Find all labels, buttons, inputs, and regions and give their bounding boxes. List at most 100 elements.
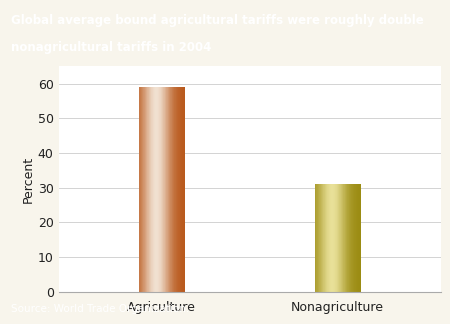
Bar	[326, 184, 327, 292]
Bar	[333, 184, 334, 292]
Bar	[316, 184, 317, 292]
Bar	[324, 184, 325, 292]
Bar	[163, 87, 164, 292]
Bar	[351, 184, 352, 292]
Bar	[327, 184, 328, 292]
Bar	[179, 87, 180, 292]
Text: nonagricultural tariffs in 2004: nonagricultural tariffs in 2004	[11, 41, 211, 54]
Bar	[353, 184, 354, 292]
Bar	[331, 184, 332, 292]
Bar	[335, 184, 337, 292]
Bar	[326, 184, 327, 292]
Bar	[178, 87, 179, 292]
Bar	[160, 87, 161, 292]
Bar	[151, 87, 152, 292]
Bar	[340, 184, 341, 292]
Bar	[356, 184, 357, 292]
Bar	[321, 184, 322, 292]
Bar	[357, 184, 358, 292]
Bar	[181, 87, 182, 292]
Bar	[347, 184, 348, 292]
Bar	[322, 184, 323, 292]
Bar	[168, 87, 169, 292]
Bar	[352, 184, 353, 292]
Bar	[156, 87, 157, 292]
Bar	[338, 184, 339, 292]
Bar	[349, 184, 350, 292]
Bar	[163, 87, 164, 292]
Bar	[342, 184, 343, 292]
Bar	[341, 184, 342, 292]
Bar	[146, 87, 147, 292]
Bar	[320, 184, 321, 292]
Bar	[147, 87, 148, 292]
Bar	[169, 87, 170, 292]
Bar	[317, 184, 318, 292]
Bar	[153, 87, 154, 292]
Bar	[182, 87, 184, 292]
Bar	[145, 87, 146, 292]
Bar	[162, 87, 163, 292]
Bar	[178, 87, 180, 292]
Bar	[359, 184, 360, 292]
Bar	[162, 87, 163, 292]
Bar	[172, 87, 173, 292]
Bar	[157, 87, 158, 292]
Bar	[155, 87, 157, 292]
Bar	[334, 184, 335, 292]
Bar	[319, 184, 320, 292]
Bar	[315, 184, 316, 292]
Text: Global average bound agricultural tariffs were roughly double: Global average bound agricultural tariff…	[11, 14, 424, 27]
Bar	[177, 87, 178, 292]
Bar	[144, 87, 145, 292]
Bar	[161, 87, 162, 292]
Bar	[170, 87, 171, 292]
Bar	[328, 184, 329, 292]
Bar	[318, 184, 319, 292]
Bar	[339, 184, 340, 292]
Bar	[173, 87, 174, 292]
Bar	[353, 184, 354, 292]
Bar	[152, 87, 153, 292]
Bar	[159, 87, 161, 292]
Bar	[334, 184, 335, 292]
Bar	[148, 87, 149, 292]
Bar	[154, 87, 155, 292]
Bar	[337, 184, 338, 292]
Bar	[343, 184, 344, 292]
Bar	[183, 87, 184, 292]
Bar	[177, 87, 178, 292]
Bar	[176, 87, 177, 292]
Bar	[165, 87, 166, 292]
Bar	[173, 87, 174, 292]
Bar	[357, 184, 358, 292]
Bar	[171, 87, 172, 292]
Bar	[166, 87, 167, 292]
Bar	[350, 184, 351, 292]
Text: Source: World Trade Organization.: Source: World Trade Organization.	[11, 305, 189, 314]
Bar	[142, 87, 143, 292]
Bar	[358, 184, 360, 292]
Bar	[141, 87, 142, 292]
Bar	[354, 184, 355, 292]
Bar	[150, 87, 151, 292]
Bar	[342, 184, 343, 292]
Bar	[346, 184, 347, 292]
Bar	[322, 184, 323, 292]
Bar	[344, 184, 345, 292]
Bar	[323, 184, 324, 292]
Bar	[358, 184, 359, 292]
Bar	[341, 184, 342, 292]
Bar	[180, 87, 181, 292]
Bar	[158, 87, 159, 292]
Bar	[175, 87, 176, 292]
Bar	[336, 184, 337, 292]
Bar	[167, 87, 168, 292]
Bar	[149, 87, 150, 292]
Bar	[148, 87, 149, 292]
Bar	[330, 184, 331, 292]
Bar	[140, 87, 141, 292]
Bar	[320, 184, 321, 292]
Bar	[354, 184, 356, 292]
Bar	[159, 87, 160, 292]
